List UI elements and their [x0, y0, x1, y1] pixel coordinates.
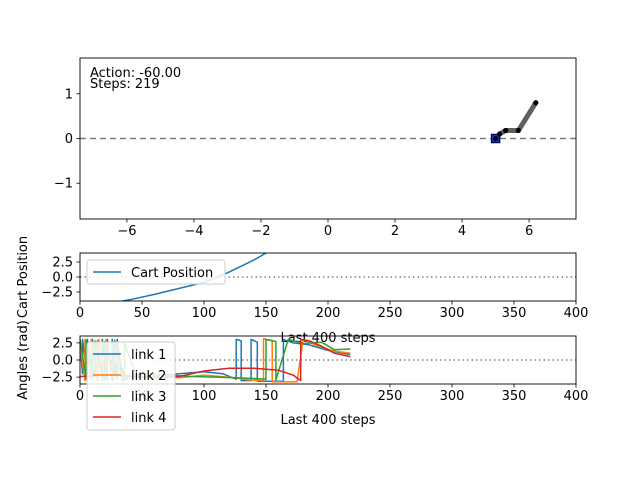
- cart-plot-ytick-label: −2.5: [41, 286, 73, 301]
- action-readout: Action: -60.00: [90, 66, 181, 81]
- cart-plot-xtick-label: 150: [254, 306, 279, 321]
- sim-xtick-label: −4: [184, 224, 203, 239]
- cart-plot-xtick-label: 50: [134, 306, 151, 321]
- sim-xtick-label: 6: [525, 224, 533, 239]
- angles-plot-xtick-label: 400: [564, 389, 589, 404]
- angles-plot-xtick-label: 250: [378, 389, 403, 404]
- cart-plot-xtick-label: 100: [192, 306, 217, 321]
- cart-plot-ytick-label: 0.0: [52, 271, 73, 286]
- cart-plot-xtick-label: 350: [502, 306, 527, 321]
- angles-plot-ytick-label: 2.5: [52, 336, 73, 351]
- cart-plot-ticks: 0 50 100 150 200 250 300 350 400 −2.50.02.5: [41, 256, 588, 322]
- angles-plot-xtick-label: 350: [502, 389, 527, 404]
- angles-plot-xtick-label: 150: [254, 389, 279, 404]
- sim-xtick-label: 2: [391, 224, 399, 239]
- cart-plot-legend: Cart Position: [86, 259, 226, 285]
- cart-plot-xtick-label: 300: [440, 306, 465, 321]
- sim-ytick-label: 0: [65, 132, 73, 147]
- joint-0: [492, 135, 499, 142]
- legend-box: [86, 341, 176, 431]
- legend-label-cart-position: Cart Position: [131, 266, 213, 281]
- cart-plot-ylabel: Cart Position: [16, 236, 31, 318]
- steps-readout: Steps: 219: [90, 77, 160, 92]
- sim-axes: −6 −4 −2 0 2 4 6 −1 0 1 Action: -60.00 Steps: 219: [54, 57, 577, 239]
- sim-ticks: −6 −4 −2 0 2 4 6 −1 0 1: [54, 87, 533, 239]
- cart-plot-xtick-label: 0: [76, 306, 84, 321]
- sim-xtick-label: −6: [117, 224, 136, 239]
- sim-xtick-label: 0: [324, 224, 332, 239]
- cart-position-lines: [118, 253, 267, 301]
- angles-plot-xtick-label: 100: [192, 389, 217, 404]
- angles-plot-xtick-label: 0: [76, 389, 84, 404]
- cart-plot-xtick-label: 250: [378, 306, 403, 321]
- angles-plot-ytick-label: −2.5: [41, 371, 73, 386]
- sim-ytick-label: −1: [54, 177, 73, 192]
- sim-xtick-label: 4: [458, 224, 466, 239]
- legend-label-link-3: link 3: [131, 390, 166, 405]
- legend-label-link-1: link 1: [131, 348, 166, 363]
- angles-plot-xtick-label: 300: [440, 389, 465, 404]
- legend-label-link-2: link 2: [131, 369, 166, 384]
- angles-plot-ytick-label: 0.0: [52, 354, 73, 369]
- joint-3: [515, 127, 521, 134]
- sim-marks: [490, 100, 539, 144]
- legend-box: [86, 259, 226, 285]
- cart-plot-xtick-label: 400: [564, 306, 589, 321]
- angles-plot-xlabel: Last 400 steps: [280, 413, 375, 428]
- angles-plot-xtick-label: 200: [316, 389, 341, 404]
- joint-1: [496, 131, 503, 137]
- angles-plot-ylabel: Angles (rad): [16, 320, 31, 400]
- sim-ytick-label: 1: [65, 87, 73, 102]
- cart-position-plot: 0 50 100 150 200 250 300 350 400 −2.50.02.5 Cart …: [16, 236, 588, 346]
- angles-plot-legend: link 1 link 2 link 3 link 4: [86, 341, 176, 431]
- joint-2: [503, 127, 509, 134]
- series-line-cart-position: [118, 253, 267, 301]
- cart-plot-ytick-label: 2.5: [52, 256, 73, 271]
- legend-label-link-4: link 4: [131, 411, 166, 426]
- joint-4: [533, 100, 539, 106]
- cart-plot-xlabel: Last 400 steps: [280, 331, 375, 346]
- cart-plot-xtick-label: 200: [316, 306, 341, 321]
- sim-xtick-label: −2: [251, 224, 270, 239]
